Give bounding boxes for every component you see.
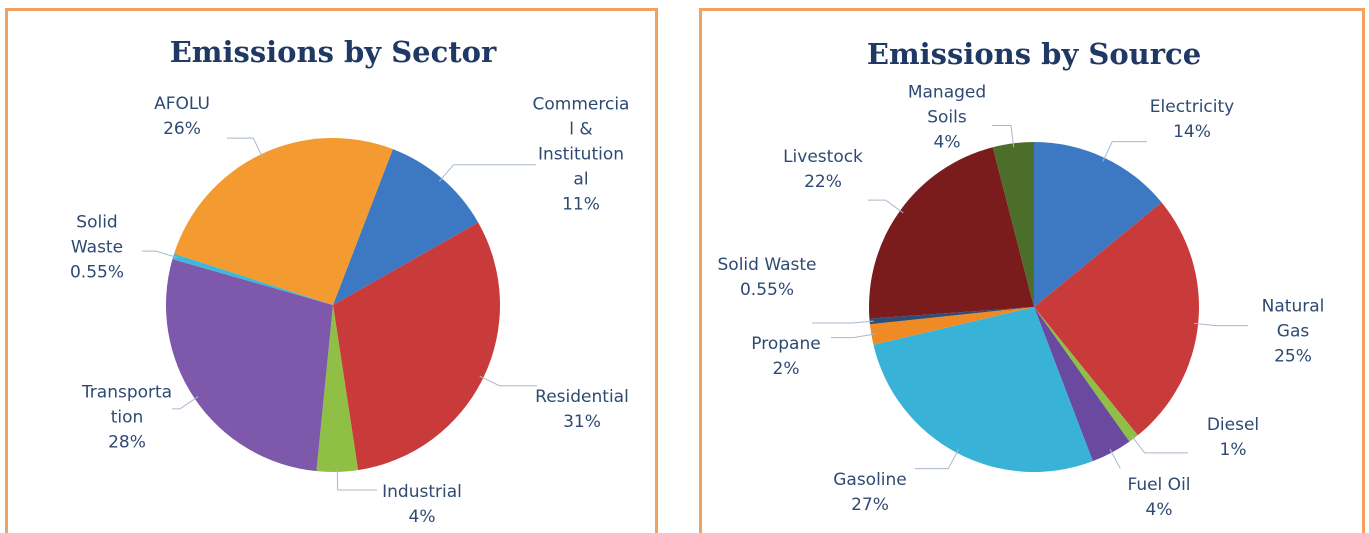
value-label: 4% xyxy=(1145,500,1173,520)
pie-slice xyxy=(166,259,333,472)
category-label: Residential xyxy=(535,387,629,407)
data-label: AFOLU 26% xyxy=(154,92,210,142)
pie-slice xyxy=(869,307,1034,325)
pie-slice xyxy=(1034,142,1162,307)
pie-slice xyxy=(992,142,1034,307)
leader-line xyxy=(812,320,874,324)
leader-line xyxy=(1194,322,1248,327)
leader-line xyxy=(227,137,264,159)
leader-line xyxy=(1109,448,1121,469)
category-label: Gasoline xyxy=(833,470,907,490)
data-label: Natural Gas 25% xyxy=(1255,295,1331,370)
leader-line xyxy=(831,333,876,339)
chart-title: Emissions by Sector xyxy=(169,35,497,69)
pie-slice xyxy=(869,307,1034,345)
data-label: Solid Waste 0.55% xyxy=(718,253,817,303)
leader-line xyxy=(142,250,178,259)
value-label: 4% xyxy=(408,507,436,527)
pie-slice xyxy=(333,149,479,305)
data-label: Propane 2% xyxy=(751,332,820,382)
panel xyxy=(699,8,1365,533)
data-label: Gasoline 27% xyxy=(833,468,907,518)
leader-line xyxy=(868,199,904,214)
pie-slice xyxy=(174,137,393,305)
data-label: Solid Waste 0.55% xyxy=(70,211,124,286)
category-label: Propane xyxy=(751,334,821,354)
value-label: 1% xyxy=(1219,440,1247,460)
pie-slice xyxy=(1034,307,1130,462)
category-label: Electricity xyxy=(1149,97,1235,117)
value-label: 4% xyxy=(933,132,961,153)
value-label: 11% xyxy=(562,194,600,215)
data-label: Livestock 22% xyxy=(783,145,863,195)
data-label: Residential 31% xyxy=(535,385,629,435)
value-label: 0.55% xyxy=(69,262,125,283)
data-label: Industrial 4% xyxy=(382,480,462,530)
value-label: 0.55% xyxy=(739,280,794,300)
leader-line xyxy=(992,124,1015,148)
panel xyxy=(5,8,658,533)
leader-line xyxy=(336,467,377,491)
category-label: Commercia l & Institution al xyxy=(532,94,630,190)
category-label: Solid Waste xyxy=(717,255,817,275)
pie-slice xyxy=(869,147,1034,319)
leader-line xyxy=(172,396,199,410)
category-label: Fuel Oil xyxy=(1127,475,1191,495)
leader-line xyxy=(1102,141,1147,162)
data-label: Fuel Oil 4% xyxy=(1127,473,1190,523)
data-label: Transporta tion 28% xyxy=(82,381,172,456)
leader-line xyxy=(1130,435,1188,454)
data-label: Commercia l & Institution al 11% xyxy=(533,93,630,218)
data-label: Electricity 14% xyxy=(1150,95,1234,145)
data-label: Managed Soils 4% xyxy=(908,81,986,156)
data-label: Diesel 1% xyxy=(1207,413,1259,463)
leader-line xyxy=(479,375,537,387)
pie-slice xyxy=(333,222,501,471)
pie-slice xyxy=(316,305,359,472)
value-label: 22% xyxy=(804,172,842,192)
pie-slice xyxy=(873,307,1093,472)
value-label: 26% xyxy=(163,119,201,139)
category-label: Managed Soils xyxy=(907,82,987,128)
value-label: 14% xyxy=(1173,122,1211,142)
value-label: 25% xyxy=(1274,346,1312,367)
value-label: 31% xyxy=(563,412,601,432)
pie-slice xyxy=(172,253,333,305)
pie-slice xyxy=(1034,307,1138,442)
category-label: Natural Gas xyxy=(1261,296,1325,342)
category-label: Industrial xyxy=(382,482,462,502)
value-label: 27% xyxy=(851,495,889,515)
leader-line xyxy=(915,449,960,470)
category-label: Solid Waste xyxy=(70,212,124,258)
category-label: Livestock xyxy=(783,147,863,167)
category-label: Diesel xyxy=(1206,415,1260,435)
category-label: Transporta tion xyxy=(81,382,173,428)
leader-line xyxy=(438,164,536,182)
chart-title: Emissions by Source xyxy=(866,37,1202,71)
value-label: 2% xyxy=(772,359,800,379)
pie-slice xyxy=(1034,202,1199,436)
value-label: 28% xyxy=(108,432,146,453)
category-label: AFOLU xyxy=(154,94,210,114)
